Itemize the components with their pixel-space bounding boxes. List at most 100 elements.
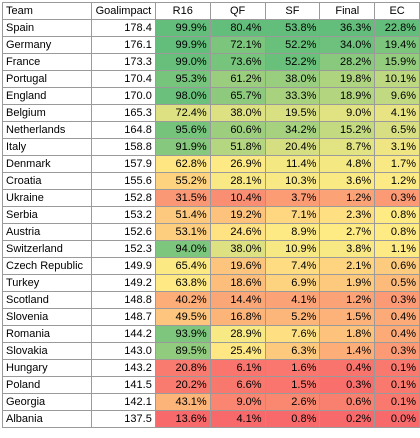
cell-ec[interactable]: 9.6% [374,87,420,105]
cell-goalimpact[interactable]: 153.2 [91,206,156,224]
cell-ec[interactable]: 0.1% [374,359,420,377]
cell-ec[interactable]: 0.0% [374,410,420,428]
cell-goalimpact[interactable]: 141.5 [91,376,156,394]
cell-goalimpact[interactable]: 148.7 [91,308,156,326]
cell-ec[interactable]: 4.1% [374,104,420,122]
cell-ec[interactable]: 0.3% [374,342,420,360]
cell-goalimpact[interactable]: 137.5 [91,410,156,428]
cell-qf[interactable]: 10.4% [209,189,266,207]
cell-qf[interactable]: 19.2% [209,206,266,224]
cell-r16[interactable]: 62.8% [154,155,211,173]
cell-goalimpact[interactable]: 149.9 [91,257,156,275]
cell-qf[interactable]: 25.4% [209,342,266,360]
cell-r16[interactable]: 63.8% [154,274,211,292]
cell-goalimpact[interactable]: 149.2 [91,274,156,292]
cell-r16[interactable]: 20.8% [154,359,211,377]
cell-qf[interactable]: 61.2% [209,70,266,88]
cell-sf[interactable]: 5.2% [264,308,321,326]
cell-qf[interactable]: 24.6% [209,223,266,241]
cell-sf[interactable]: 6.3% [264,342,321,360]
cell-qf[interactable]: 80.4% [209,19,266,37]
cell-sf[interactable]: 7.1% [264,206,321,224]
cell-goalimpact[interactable]: 170.0 [91,87,156,105]
cell-ec[interactable]: 3.1% [374,138,420,156]
cell-final[interactable]: 1.2% [319,291,376,309]
cell-final[interactable]: 3.6% [319,172,376,190]
cell-final[interactable]: 0.4% [319,359,376,377]
cell-team[interactable]: Scotland [1,291,93,309]
cell-r16[interactable]: 53.1% [154,223,211,241]
cell-r16[interactable]: 51.4% [154,206,211,224]
cell-goalimpact[interactable]: 152.8 [91,189,156,207]
cell-ec[interactable]: 1.1% [374,240,420,258]
cell-team[interactable]: Portugal [1,70,93,88]
cell-team[interactable]: Turkey [1,274,93,292]
cell-team[interactable]: Hungary [1,359,93,377]
cell-sf[interactable]: 11.4% [264,155,321,173]
cell-ec[interactable]: 0.3% [374,291,420,309]
cell-r16[interactable]: 95.6% [154,121,211,139]
cell-ec[interactable]: 6.5% [374,121,420,139]
cell-r16[interactable]: 49.5% [154,308,211,326]
cell-sf[interactable]: 19.5% [264,104,321,122]
cell-sf[interactable]: 38.0% [264,70,321,88]
cell-qf[interactable]: 51.8% [209,138,266,156]
cell-team[interactable]: Georgia [1,393,93,411]
cell-ec[interactable]: 15.9% [374,53,420,71]
cell-qf[interactable]: 16.8% [209,308,266,326]
cell-team[interactable]: Czech Republic [1,257,93,275]
cell-final[interactable]: 1.9% [319,274,376,292]
cell-team[interactable]: Ukraine [1,189,93,207]
cell-r16[interactable]: 99.9% [154,36,211,54]
cell-team[interactable]: England [1,87,93,105]
cell-final[interactable]: 8.7% [319,138,376,156]
cell-team[interactable]: Serbia [1,206,93,224]
cell-final[interactable]: 0.3% [319,376,376,394]
cell-team[interactable]: Belgium [1,104,93,122]
cell-sf[interactable]: 0.8% [264,410,321,428]
cell-sf[interactable]: 1.5% [264,376,321,394]
cell-final[interactable]: 36.3% [319,19,376,37]
cell-final[interactable]: 28.2% [319,53,376,71]
cell-qf[interactable]: 6.6% [209,376,266,394]
cell-sf[interactable]: 2.6% [264,393,321,411]
cell-qf[interactable]: 14.4% [209,291,266,309]
cell-goalimpact[interactable]: 143.2 [91,359,156,377]
cell-qf[interactable]: 9.0% [209,393,266,411]
cell-sf[interactable]: 33.3% [264,87,321,105]
cell-sf[interactable]: 3.7% [264,189,321,207]
cell-final[interactable]: 0.6% [319,393,376,411]
cell-ec[interactable]: 1.7% [374,155,420,173]
cell-team[interactable]: Spain [1,19,93,37]
cell-sf[interactable]: 34.2% [264,121,321,139]
cell-sf[interactable]: 7.6% [264,325,321,343]
cell-ec[interactable]: 0.1% [374,376,420,394]
cell-qf[interactable]: 72.1% [209,36,266,54]
cell-goalimpact[interactable]: 152.3 [91,240,156,258]
cell-sf[interactable]: 10.9% [264,240,321,258]
cell-r16[interactable]: 94.0% [154,240,211,258]
cell-ec[interactable]: 22.8% [374,19,420,37]
cell-ec[interactable]: 10.1% [374,70,420,88]
cell-goalimpact[interactable]: 176.1 [91,36,156,54]
cell-r16[interactable]: 72.4% [154,104,211,122]
cell-r16[interactable]: 65.4% [154,257,211,275]
cell-sf[interactable]: 53.8% [264,19,321,37]
cell-qf[interactable]: 28.1% [209,172,266,190]
cell-goalimpact[interactable]: 178.4 [91,19,156,37]
cell-goalimpact[interactable]: 148.8 [91,291,156,309]
cell-final[interactable]: 1.4% [319,342,376,360]
cell-r16[interactable]: 20.2% [154,376,211,394]
cell-final[interactable]: 34.0% [319,36,376,54]
cell-ec[interactable]: 0.4% [374,308,420,326]
cell-team[interactable]: Romania [1,325,93,343]
cell-final[interactable]: 2.3% [319,206,376,224]
cell-ec[interactable]: 19.4% [374,36,420,54]
cell-team[interactable]: Denmark [1,155,93,173]
cell-ec[interactable]: 1.2% [374,172,420,190]
cell-r16[interactable]: 40.2% [154,291,211,309]
cell-final[interactable]: 15.2% [319,121,376,139]
cell-ec[interactable]: 0.1% [374,393,420,411]
cell-team[interactable]: Slovenia [1,308,93,326]
cell-qf[interactable]: 65.7% [209,87,266,105]
